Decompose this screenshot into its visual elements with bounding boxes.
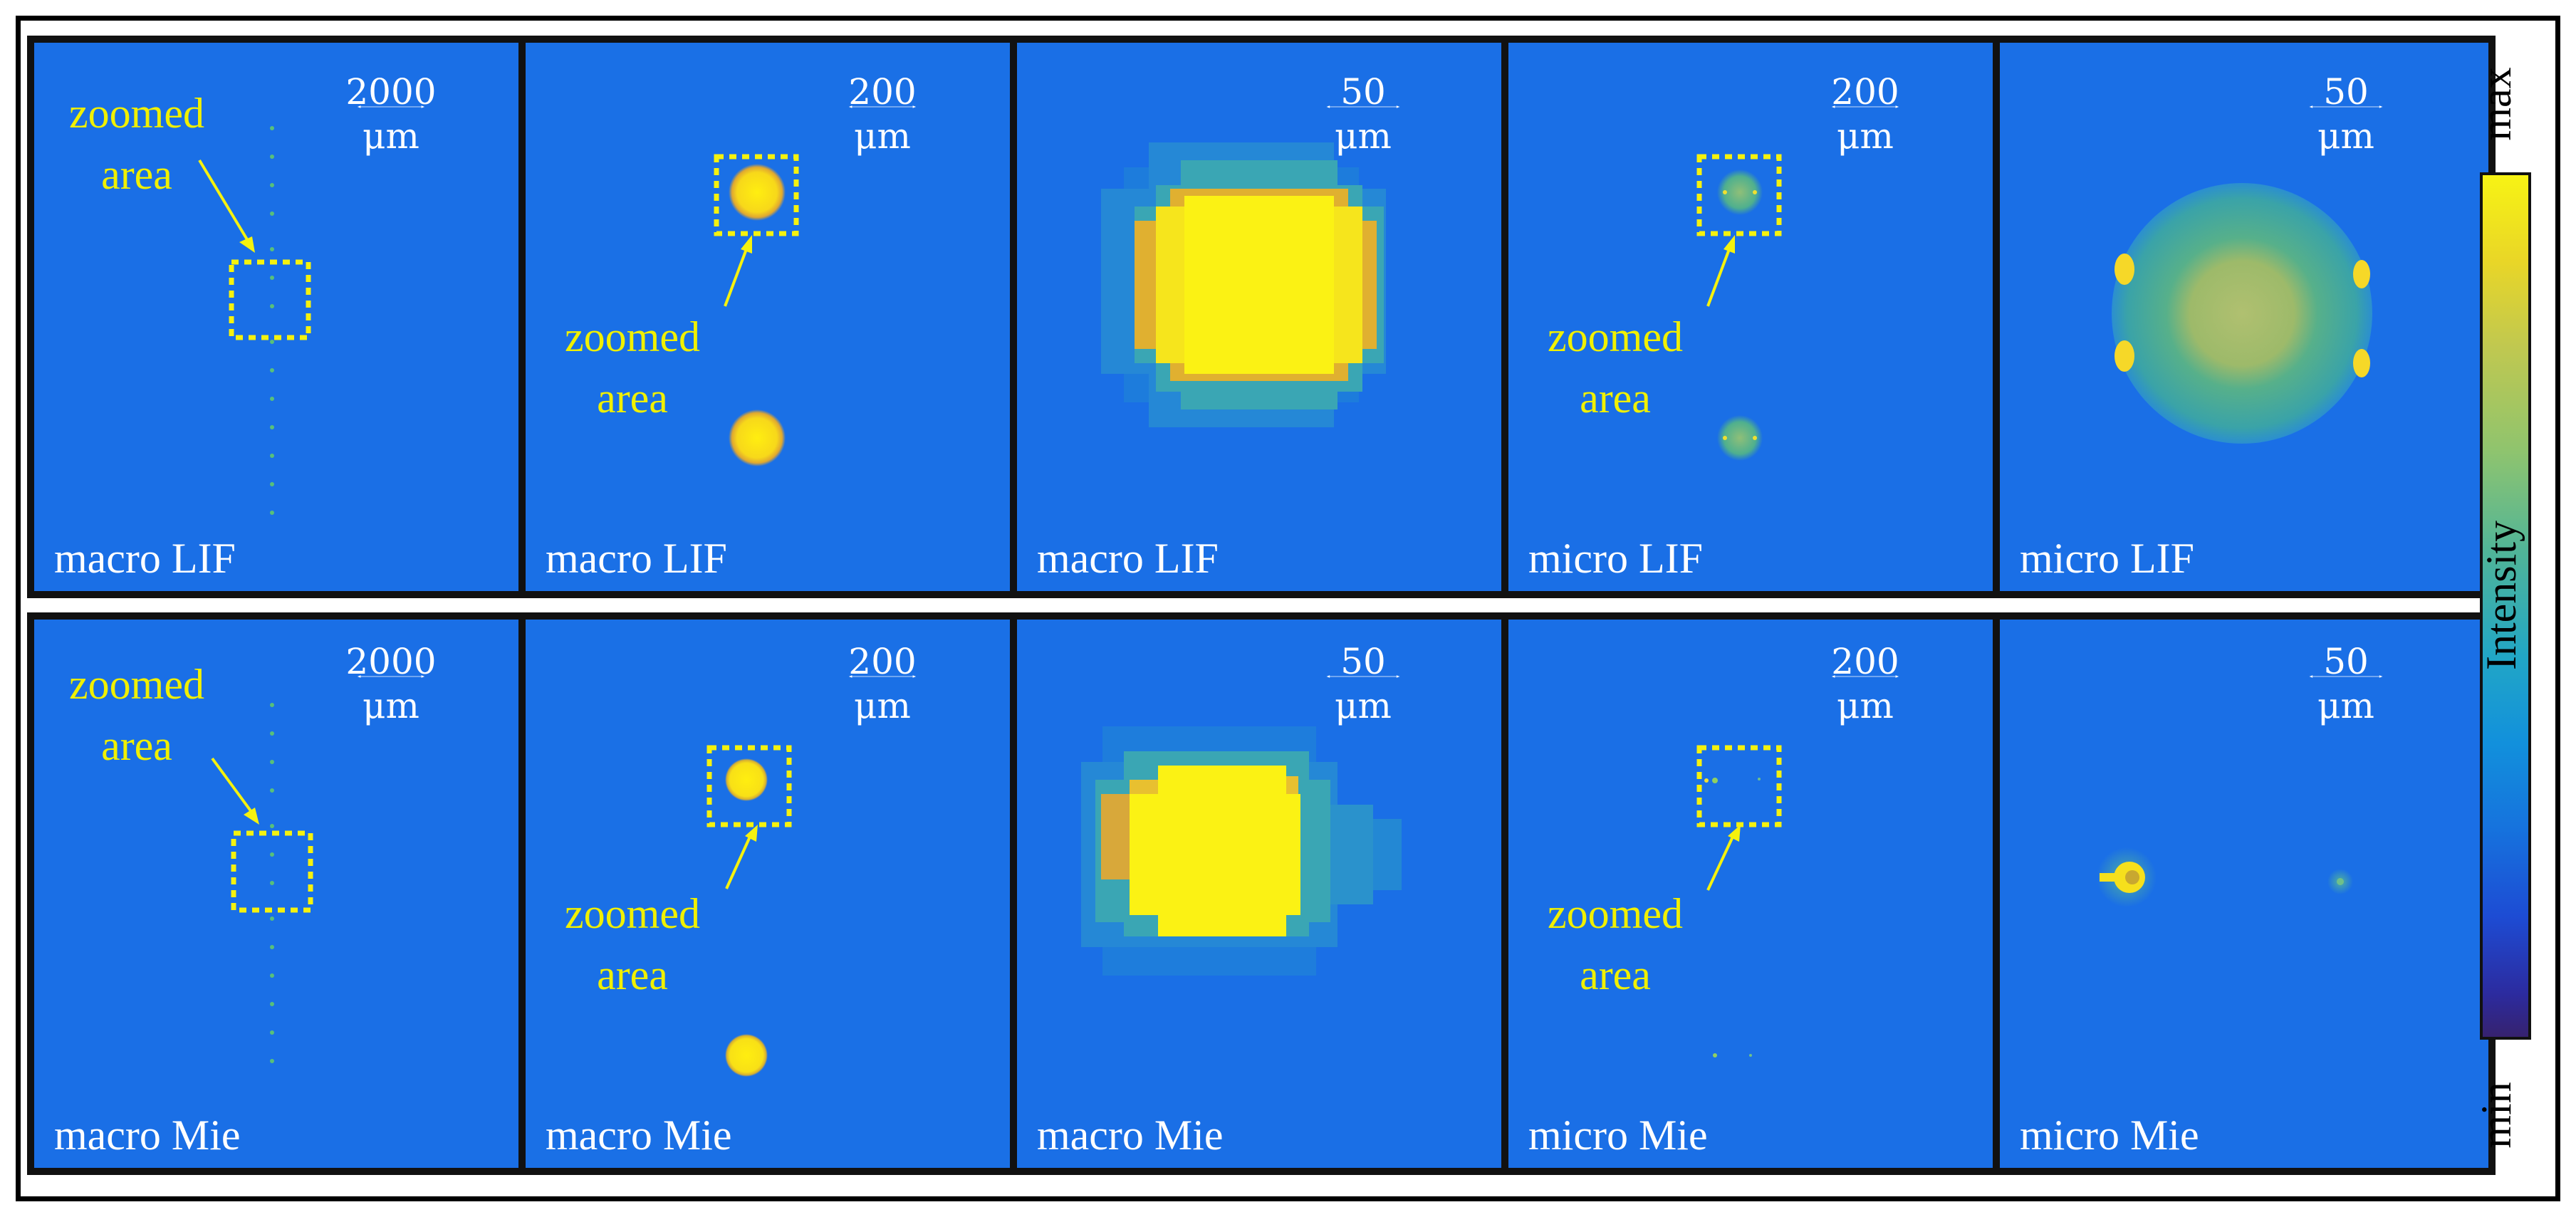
scale-bar: 200 μm (765, 71, 1000, 157)
colorbar-max-label: max (2473, 67, 2520, 141)
scale-value: 50 (1340, 71, 1386, 113)
micro-mie-droplets-image (1508, 620, 1997, 1168)
scale-arrow-icon (1326, 105, 1400, 108)
zoomed-area-label: zoomed area (565, 313, 700, 422)
panel-label: macro LIF (1037, 535, 1219, 582)
scale-arrow-icon (848, 675, 917, 678)
panel-label: micro LIF (1528, 535, 1703, 582)
zoomed-area-label: zoomed area (69, 90, 204, 198)
scale-value: 50 (1340, 641, 1386, 682)
scale-value: 50 (2323, 71, 2369, 113)
scale-bar: 2000 μm (273, 641, 509, 726)
panel-label: macro Mie (1037, 1112, 1224, 1159)
scale-bar: 50 μm (1235, 641, 1491, 726)
scale-value: 2000 (345, 641, 437, 682)
scale-bar: 200 μm (1748, 71, 1983, 157)
scale-bar: 200 μm (765, 641, 1000, 726)
panel-micro-mie-50: 50 μm micro Mie (1993, 612, 2496, 1175)
panel-macro-lif-200: zoomed area 200 μm macro LIF (518, 36, 1021, 598)
panel-macro-lif-50: 50 μm macro LIF (1010, 36, 1513, 598)
panel-label: micro Mie (2020, 1112, 2199, 1159)
panel-macro-mie-2000: zoomed area 2000 μm macro Mie (27, 612, 530, 1175)
scale-value: 200 (848, 71, 917, 113)
colorbar-title: Intensity (2478, 521, 2525, 670)
colorbar-min-label: min (2473, 1082, 2520, 1149)
scale-bar: 50 μm (2218, 641, 2474, 726)
scale-unit: μm (1837, 685, 1894, 726)
panel-micro-lif-200: zoomed area 200 μm micro LIF (1501, 36, 2004, 598)
scale-unit: μm (363, 115, 419, 157)
panel-label: macro Mie (54, 1112, 241, 1159)
panel-micro-lif-50: 50 μm micro LIF (1993, 36, 2496, 598)
panel-label: micro Mie (1528, 1112, 1708, 1159)
colorbar-gradient (2480, 172, 2531, 1040)
scale-arrow-icon (1326, 675, 1400, 678)
scale-bar: 50 μm (1235, 71, 1491, 157)
scale-unit: μm (1335, 685, 1392, 726)
zoomed-area-label: zoomed area (1548, 890, 1683, 998)
scale-value: 200 (1831, 71, 1899, 113)
scale-arrow-icon (357, 675, 425, 678)
scale-bar: 2000 μm (273, 71, 509, 157)
mie-droplets-image (526, 620, 1014, 1168)
mie-droplet-chain-image (34, 620, 523, 1168)
lif-droplet-chain-image (34, 43, 523, 591)
scale-arrow-icon (1831, 675, 1899, 678)
scale-unit: μm (854, 115, 911, 157)
scale-value: 200 (1831, 641, 1899, 682)
scale-bar: 200 μm (1748, 641, 1983, 726)
scale-arrow-icon (357, 105, 425, 108)
scale-arrow-icon (2309, 675, 2383, 678)
panel-macro-mie-50: 50 μm macro Mie (1010, 612, 1513, 1175)
scale-unit: μm (363, 685, 419, 726)
scale-value: 50 (2323, 641, 2369, 682)
scale-unit: μm (1837, 115, 1894, 157)
lif-droplets-image (526, 43, 1014, 591)
panel-micro-mie-200: zoomed area 200 μm micro Mie (1501, 612, 2004, 1175)
micro-mie-zoomed-droplet-image (2000, 620, 2488, 1168)
scale-unit: μm (854, 685, 911, 726)
scale-arrow-icon (1831, 105, 1899, 108)
scale-value: 2000 (345, 71, 437, 113)
scale-unit: μm (2317, 685, 2374, 726)
scale-arrow-icon (848, 105, 917, 108)
scale-value: 200 (848, 641, 917, 682)
panel-label: macro Mie (546, 1112, 732, 1159)
micro-lif-zoomed-droplet-image (2000, 43, 2488, 591)
panel-macro-mie-200: zoomed area 200 μm macro Mie (518, 612, 1021, 1175)
panel-label: micro LIF (2020, 535, 2194, 582)
lif-zoomed-droplet-image (1017, 43, 1506, 591)
panel-label: macro LIF (54, 535, 236, 582)
mie-zoomed-droplet-image (1017, 620, 1506, 1168)
panel-macro-lif-2000: zoomed area 2000 μm macro LIF (27, 36, 530, 598)
colorbar: max Intensity min (2450, 26, 2543, 1194)
scale-arrow-icon (2309, 105, 2383, 108)
zoomed-area-label: zoomed area (1548, 313, 1683, 422)
panel-label: macro LIF (546, 535, 727, 582)
scale-bar: 50 μm (2218, 71, 2474, 157)
scale-unit: μm (1335, 115, 1392, 157)
zoomed-area-label: zoomed area (69, 661, 204, 769)
micro-lif-droplets-image (1508, 43, 1997, 591)
zoomed-area-label: zoomed area (565, 890, 700, 998)
scale-unit: μm (2317, 115, 2374, 157)
